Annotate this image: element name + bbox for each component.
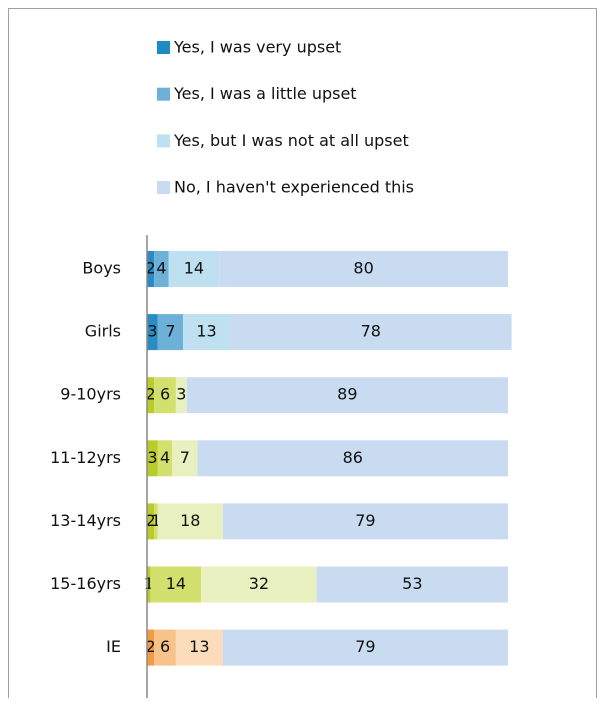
bar-segment [201, 566, 317, 603]
bar-segment [147, 629, 155, 666]
bar-segment [154, 503, 158, 540]
data-label: 32 [249, 574, 269, 593]
data-label: 3 [176, 385, 186, 404]
bar-segment [316, 566, 508, 603]
data-label: 2 [146, 259, 156, 278]
data-label: 14 [166, 574, 186, 593]
bar-segment [168, 251, 220, 287]
data-label: 89 [337, 385, 357, 404]
data-label: 80 [353, 259, 373, 278]
bar-segment [154, 251, 169, 287]
y-tick-label: 9-10yrs [60, 385, 121, 404]
legend-label: Yes, but I was not at all upset [173, 131, 409, 150]
data-label: 2 [146, 511, 156, 530]
legend-label: Yes, I was very upset [173, 38, 341, 57]
data-label: 18 [180, 511, 200, 530]
bar-segment [147, 377, 155, 414]
bar-segment [150, 566, 202, 603]
y-tick-label: 13-14yrs [50, 511, 121, 530]
data-label: 4 [160, 448, 170, 467]
data-label: 86 [343, 448, 363, 467]
data-label: 4 [156, 259, 166, 278]
y-tick-label: 15-16yrs [50, 574, 121, 593]
bar-segment [147, 440, 158, 477]
y-tick-label: IE [106, 637, 121, 656]
legend-swatch [157, 181, 170, 195]
bar-segment [186, 377, 508, 414]
bar-segment [183, 314, 231, 351]
data-label: 2 [146, 385, 156, 404]
legend-label: Yes, I was a little upset [173, 84, 357, 103]
data-label: 3 [147, 322, 157, 341]
bar-segment [219, 251, 508, 287]
data-label: 78 [361, 322, 381, 341]
legend-swatch [157, 87, 170, 101]
bar-segment [154, 377, 176, 414]
data-label: 13 [196, 322, 216, 341]
y-tick-label: 11-12yrs [50, 448, 121, 467]
data-label: 6 [160, 385, 170, 404]
data-label: 13 [189, 637, 209, 656]
bar-segment [157, 503, 223, 540]
bar-segment [157, 314, 184, 351]
data-label: 6 [160, 637, 170, 656]
data-label: 53 [402, 574, 422, 593]
bar-segment [230, 314, 512, 351]
data-label: 3 [147, 448, 157, 467]
legend-swatch [157, 41, 170, 54]
bar-segment [147, 503, 155, 540]
bar-segment [222, 629, 508, 666]
data-label: 1 [151, 511, 161, 530]
bar-segment [157, 440, 173, 477]
bar-segment [154, 629, 176, 666]
legend-swatch [157, 134, 170, 148]
legend-label: No, I haven't experienced this [174, 178, 414, 197]
data-label: 7 [165, 322, 175, 341]
bar-segment [147, 251, 155, 287]
bar-segment [175, 629, 223, 666]
frame [8, 8, 597, 702]
data-label: 79 [355, 637, 375, 656]
bar-segment [147, 566, 151, 603]
data-label: 1 [144, 574, 154, 593]
data-label: 7 [180, 448, 190, 467]
bar-segment [222, 503, 508, 540]
bar-segment [197, 440, 508, 477]
data-label: 2 [146, 637, 156, 656]
y-tick-label: Boys [82, 259, 121, 278]
bar-segment [147, 314, 158, 351]
bar-segment [172, 440, 198, 477]
y-tick-label: Girls [85, 322, 121, 341]
data-label: 79 [355, 511, 375, 530]
data-label: 14 [184, 259, 204, 278]
bar-segment [175, 377, 187, 414]
